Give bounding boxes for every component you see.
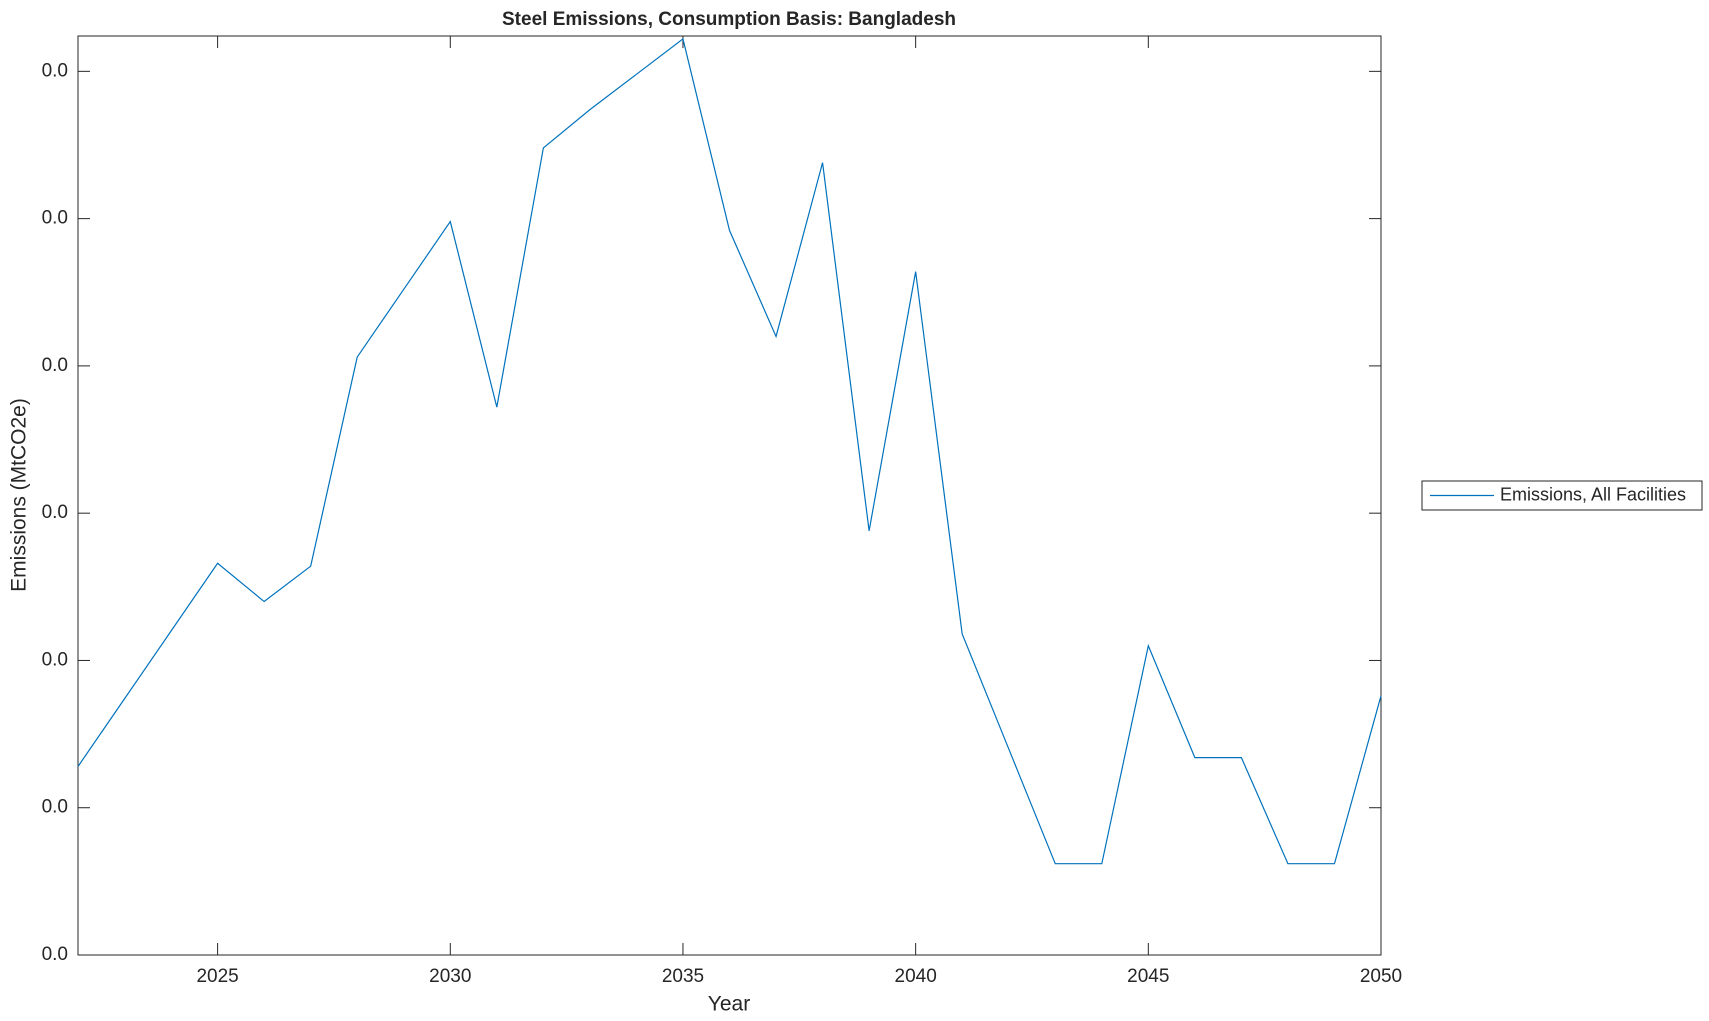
x-tick-label: 2040 [895, 966, 937, 987]
y-tick-label: 0.0 [42, 797, 68, 818]
y-tick-label: 0.0 [42, 355, 68, 376]
x-tick-label: 2035 [662, 966, 704, 987]
data-line [77, 37, 1382, 865]
x-tick-label: 2045 [1127, 966, 1169, 987]
y-tick-label: 0.0 [42, 208, 68, 229]
x-axis-label: Year [708, 993, 750, 1016]
legend-label: Emissions, All Facilities [1500, 484, 1686, 504]
y-tick-label: 0.0 [42, 60, 68, 81]
chart-title: Steel Emissions, Consumption Basis: Bang… [502, 9, 956, 30]
y-tick-label: 0.0 [42, 944, 68, 965]
y-axis-label: Emissions (MtCO2e) [8, 398, 31, 592]
axes-box [77, 35, 1382, 956]
x-tick-label: 2050 [1360, 966, 1402, 987]
y-tick-label: 0.0 [42, 502, 68, 523]
x-tick-label: 2030 [429, 966, 471, 987]
y-tick-label: 0.0 [42, 649, 68, 670]
x-tick-label: 2025 [196, 966, 238, 987]
